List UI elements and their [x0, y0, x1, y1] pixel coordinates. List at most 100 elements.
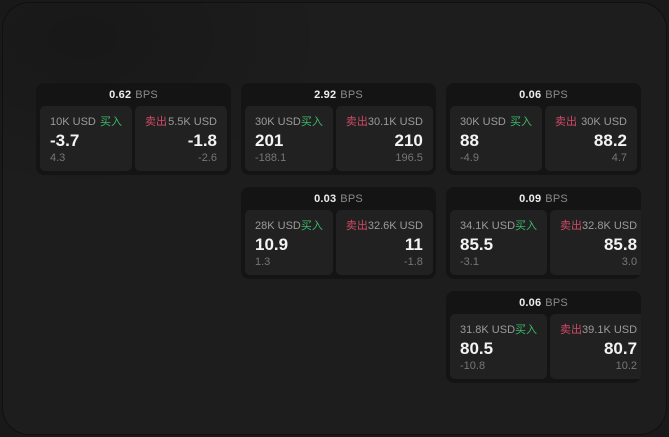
quote-cells: 28K USD 买入 10.9 1.3 卖出 32.6K USD 11 -1.8 [241, 210, 436, 279]
buy-amount: 30K USD [460, 116, 506, 128]
bps-unit-label: BPS [545, 296, 568, 309]
sell-price: -1.8 [187, 131, 217, 150]
sell-label-row: 卖出 30.1K USD [346, 113, 423, 129]
buy-label-row: 34.1K USD 买入 [460, 217, 537, 233]
buy-side-label: 买入 [300, 220, 323, 232]
buy-amount: 28K USD [255, 220, 301, 232]
sell-side-label: 卖出 [560, 324, 583, 336]
buy-price: -3.7 [50, 131, 80, 150]
sell-delta: 10.2 [615, 360, 638, 372]
buy-delta: 1.3 [255, 256, 271, 268]
buy-quote-cell[interactable]: 28K USD 买入 10.9 1.3 [245, 210, 333, 275]
sell-delta: 196.5 [395, 152, 423, 164]
buy-label-row: 28K USD 买入 [255, 217, 323, 233]
buy-amount: 31.8K USD [460, 324, 516, 336]
sell-side-label: 卖出 [555, 116, 577, 128]
bps-header: 0.09 BPS [446, 187, 641, 210]
buy-label-row: 30K USD 买入 [255, 113, 323, 129]
buy-amount: 30K USD [255, 116, 301, 128]
bps-unit-label: BPS [135, 88, 158, 101]
buy-price: 201 [255, 131, 284, 150]
buy-amount: 10K USD [50, 116, 96, 128]
bps-unit-label: BPS [545, 192, 568, 205]
sell-side-label: 卖出 [560, 220, 583, 232]
buy-quote-cell[interactable]: 10K USD 买入 -3.7 4.3 [40, 106, 132, 171]
sell-quote-cell[interactable]: 卖出 30.1K USD 210 196.5 [335, 106, 433, 171]
buy-quote-cell[interactable]: 31.8K USD 买入 80.5 -10.8 [450, 314, 548, 379]
bps-header: 0.03 BPS [241, 187, 436, 210]
sell-quote-cell[interactable]: 卖出 32.6K USD 11 -1.8 [335, 210, 433, 275]
quote-card: 2.92 BPS 30K USD 买入 201 -188.1 卖出 30.1K … [241, 83, 436, 175]
sell-price: 85.8 [603, 235, 638, 254]
bps-value: 0.06 [519, 296, 542, 309]
buy-price: 88 [460, 131, 479, 150]
bps-header: 0.06 BPS [446, 83, 641, 106]
sell-price: 210 [394, 131, 423, 150]
sell-delta: -1.8 [403, 256, 423, 268]
sell-quote-cell[interactable]: 卖出 30K USD 88.2 4.7 [545, 106, 637, 171]
bps-header: 0.62 BPS [36, 83, 231, 106]
sell-amount: 32.8K USD [582, 220, 638, 232]
buy-price: 80.5 [460, 339, 494, 358]
quote-cells: 31.8K USD 买入 80.5 -10.8 卖出 39.1K USD 80.… [446, 314, 641, 383]
buy-side-label: 买入 [300, 116, 323, 128]
sell-amount: 30K USD [581, 116, 627, 128]
buy-amount: 34.1K USD [460, 220, 516, 232]
bps-value: 0.03 [314, 192, 337, 205]
quote-cells: 30K USD 买入 201 -188.1 卖出 30.1K USD 210 1… [241, 106, 436, 175]
cards-grid: 0.62 BPS 10K USD 买入 -3.7 4.3 卖出 5.5K USD… [36, 83, 641, 383]
bps-value: 0.06 [519, 88, 542, 101]
bps-unit-label: BPS [545, 88, 568, 101]
buy-quote-cell[interactable]: 30K USD 买入 88 -4.9 [450, 106, 542, 171]
bps-value: 0.09 [519, 192, 542, 205]
buy-price: 85.5 [460, 235, 494, 254]
buy-delta: 4.3 [50, 152, 66, 164]
quote-cells: 34.1K USD 买入 85.5 -3.1 卖出 32.8K USD 85.8… [446, 210, 641, 279]
sell-label-row: 卖出 39.1K USD [560, 321, 637, 337]
sell-amount: 5.5K USD [168, 116, 217, 128]
sell-delta: 4.7 [611, 152, 627, 164]
quote-card: 0.62 BPS 10K USD 买入 -3.7 4.3 卖出 5.5K USD… [36, 83, 231, 175]
buy-side-label: 买入 [510, 116, 532, 128]
quote-card: 0.09 BPS 34.1K USD 买入 85.5 -3.1 卖出 32.8K… [446, 187, 641, 279]
sell-quote-cell[interactable]: 卖出 32.8K USD 85.8 3.0 [550, 210, 641, 275]
quote-card: 0.06 BPS 30K USD 买入 88 -4.9 卖出 30K USD 8… [446, 83, 641, 175]
buy-label-row: 30K USD 买入 [460, 113, 532, 129]
sell-label-row: 卖出 30K USD [555, 113, 627, 129]
buy-delta: -10.8 [460, 360, 486, 372]
sell-quote-cell[interactable]: 卖出 39.1K USD 80.7 10.2 [550, 314, 641, 379]
quote-card: 0.03 BPS 28K USD 买入 10.9 1.3 卖出 32.6K US… [241, 187, 436, 279]
sell-price: 11 [404, 235, 423, 254]
bps-value: 2.92 [314, 88, 337, 101]
bps-header: 0.06 BPS [446, 291, 641, 314]
sell-quote-cell[interactable]: 卖出 5.5K USD -1.8 -2.6 [135, 106, 227, 171]
sell-side-label: 卖出 [345, 116, 368, 128]
buy-side-label: 买入 [515, 220, 538, 232]
buy-delta: -188.1 [255, 152, 287, 164]
buy-delta: -4.9 [460, 152, 479, 164]
sell-price: 88.2 [593, 131, 627, 150]
buy-price: 10.9 [255, 235, 289, 254]
sell-amount: 32.6K USD [367, 220, 423, 232]
bps-unit-label: BPS [340, 192, 363, 205]
sell-label-row: 卖出 32.8K USD [560, 217, 637, 233]
sell-side-label: 卖出 [145, 116, 167, 128]
buy-side-label: 买入 [515, 324, 538, 336]
quote-cells: 30K USD 买入 88 -4.9 卖出 30K USD 88.2 4.7 [446, 106, 641, 175]
buy-quote-cell[interactable]: 34.1K USD 买入 85.5 -3.1 [450, 210, 548, 275]
buy-quote-cell[interactable]: 30K USD 买入 201 -188.1 [245, 106, 333, 171]
sell-delta: -2.6 [198, 152, 217, 164]
buy-label-row: 10K USD 买入 [50, 113, 122, 129]
app-panel: 0.62 BPS 10K USD 买入 -3.7 4.3 卖出 5.5K USD… [3, 3, 666, 434]
buy-label-row: 31.8K USD 买入 [460, 321, 537, 337]
sell-price: 80.7 [603, 339, 638, 358]
sell-side-label: 卖出 [345, 220, 368, 232]
bps-value: 0.62 [109, 88, 132, 101]
buy-side-label: 买入 [100, 116, 122, 128]
quote-cells: 10K USD 买入 -3.7 4.3 卖出 5.5K USD -1.8 -2.… [36, 106, 231, 175]
sell-amount: 39.1K USD [582, 324, 638, 336]
quote-card: 0.06 BPS 31.8K USD 买入 80.5 -10.8 卖出 39.1… [446, 291, 641, 383]
sell-label-row: 卖出 32.6K USD [346, 217, 423, 233]
sell-label-row: 卖出 5.5K USD [145, 113, 217, 129]
bps-header: 2.92 BPS [241, 83, 436, 106]
